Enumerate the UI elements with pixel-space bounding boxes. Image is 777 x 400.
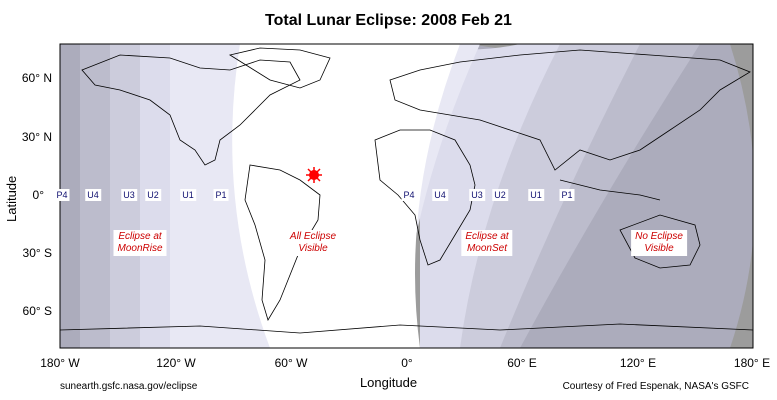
- region-line: Eclipse at: [118, 231, 162, 242]
- y-tick: 30° N: [21, 130, 52, 144]
- region-line: Eclipse at: [465, 231, 509, 242]
- x-tick: 60° W: [274, 356, 308, 370]
- contact-label: P4: [54, 189, 70, 201]
- contact-label: P1: [213, 189, 229, 201]
- x-tick: 60° E: [507, 356, 537, 370]
- footer-url: sunearth.gsfc.nasa.gov/eclipse: [60, 381, 198, 392]
- x-tick: 180° E: [733, 356, 771, 370]
- y-axis-label: Latitude: [4, 175, 19, 222]
- contact-label: U1: [180, 189, 196, 201]
- australia-outline: [619, 214, 701, 269]
- x-axis-label: Longitude: [359, 375, 418, 390]
- south-america-outline: [244, 164, 321, 321]
- contact-label: U1: [528, 189, 544, 201]
- x-tick: 120° E: [619, 356, 657, 370]
- y-tick: 60° N: [21, 71, 52, 85]
- all-visible-region: [232, 44, 460, 348]
- region-eclipse-at-moonrise: Eclipse at MoonRise: [113, 230, 167, 256]
- region-eclipse-at-moonset: Eclipse at MoonSet: [461, 230, 513, 256]
- y-tick: 60° S: [22, 304, 52, 318]
- africa-outline: [374, 129, 476, 266]
- north-america-outline: [81, 54, 301, 166]
- contact-label: U4: [85, 189, 101, 201]
- y-tick: 0°: [32, 188, 44, 202]
- region-line: Visible: [644, 243, 674, 254]
- eurasia-outline: [389, 49, 751, 171]
- map-title: Total Lunar Eclipse: 2008 Feb 21: [265, 12, 512, 29]
- contact-label: P1: [559, 189, 575, 201]
- region-line: MoonSet: [466, 243, 508, 254]
- contact-label: U2: [492, 189, 508, 201]
- indonesia-outline: [559, 179, 661, 201]
- contact-label: U3: [121, 189, 137, 201]
- region-line: No Eclipse: [635, 231, 683, 242]
- x-tick: 120° W: [156, 356, 196, 370]
- contact-label: P4: [401, 189, 417, 201]
- x-tick: 0°: [401, 356, 413, 370]
- y-tick: 30° S: [22, 246, 52, 260]
- contact-label: U2: [145, 189, 161, 201]
- contact-label: U3: [469, 189, 485, 201]
- greatest-eclipse-marker: [306, 167, 322, 183]
- greenland-outline: [228, 47, 331, 89]
- contact-label: U4: [432, 189, 448, 201]
- region-line: All Eclipse: [289, 231, 337, 242]
- band-east-4: [420, 44, 560, 348]
- region-no-eclipse-visible: No Eclipse Visible: [631, 230, 687, 256]
- footer-credit: Courtesy of Fred Espenak, NASA's GSFC: [562, 381, 749, 392]
- region-line: MoonRise: [117, 243, 163, 254]
- x-tick: 180° W: [40, 356, 80, 370]
- coastlines: [60, 47, 753, 334]
- region-all-eclipse-visible: All Eclipse Visible: [285, 230, 341, 256]
- antarctica-outline: [60, 323, 753, 334]
- region-line: Visible: [298, 243, 328, 254]
